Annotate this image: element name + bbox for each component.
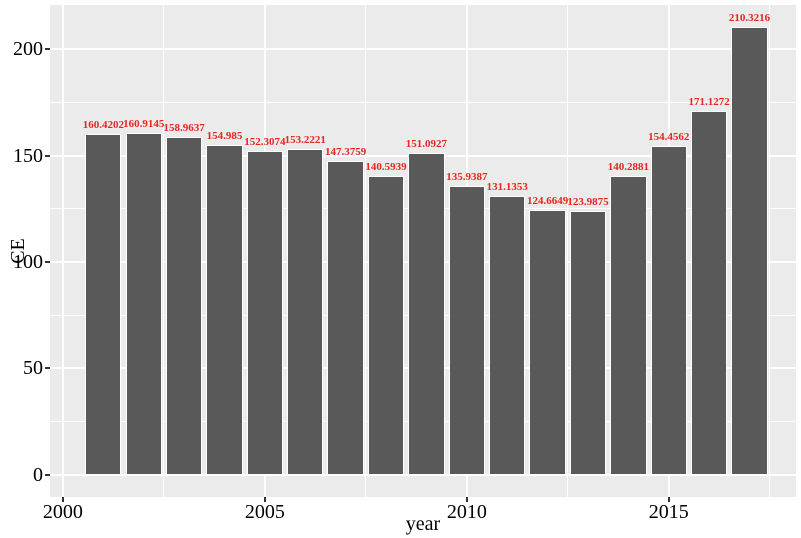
bar-value-label: 123.9875	[567, 196, 609, 209]
x-axis-tick-label: 2005	[244, 501, 285, 523]
y-axis-tick-mark	[45, 367, 50, 370]
bar-value-label: 160.9145	[123, 117, 165, 130]
bar-value-label: 154.985	[206, 130, 243, 143]
bar	[650, 146, 687, 475]
bar-value-label: 135.9387	[446, 170, 488, 183]
x-axis-tick-label: 2015	[648, 501, 689, 523]
bar-value-label: 210.3216	[728, 12, 771, 25]
y-axis-tick-label: 50	[23, 357, 43, 380]
bar	[125, 132, 162, 475]
bar-value-label: 171.1272	[688, 95, 730, 108]
grid-minor-y	[50, 102, 796, 104]
x-axis-tick-mark	[465, 497, 468, 502]
bar-value-label: 140.5939	[365, 160, 407, 173]
bar	[287, 148, 324, 475]
bar-value-label: 152.3074	[244, 135, 286, 148]
bar-value-label: 124.6649	[526, 194, 569, 207]
bar-value-label: 153.2221	[284, 133, 326, 146]
x-axis-tick-mark	[667, 497, 670, 502]
bar	[529, 209, 566, 475]
bar-value-label: 154.4562	[648, 131, 690, 144]
bar	[731, 27, 768, 475]
y-axis-tick-mark	[45, 48, 50, 51]
bar	[246, 150, 284, 475]
grid-minor-x	[365, 5, 367, 497]
y-axis-tick-label: 150	[13, 144, 43, 167]
grid-minor-x	[567, 5, 569, 497]
grid-minor-x	[769, 5, 771, 497]
x-axis-tick-label: 2010	[446, 501, 487, 523]
bar	[367, 175, 405, 475]
bar-value-label: 131.1353	[486, 180, 528, 193]
bar-value-label: 140.2881	[607, 161, 649, 174]
bar	[489, 195, 526, 475]
x-axis-tick-mark	[61, 497, 64, 502]
bar-value-label: 160.4202	[82, 118, 124, 131]
y-axis-tick-label: 200	[13, 38, 43, 61]
bar	[206, 145, 243, 475]
bar-value-label: 147.3759	[325, 146, 367, 159]
grid-major-x	[61, 5, 64, 497]
bar	[448, 185, 485, 475]
bar	[165, 136, 203, 475]
grid-major-y	[50, 48, 796, 51]
y-axis-tick-mark	[45, 261, 50, 264]
grid-minor-x	[163, 5, 165, 497]
bar	[327, 161, 364, 475]
x-axis-title: year	[405, 513, 441, 535]
bar	[85, 133, 122, 475]
y-axis-tick-mark	[45, 473, 50, 476]
x-axis-tick-label: 2000	[42, 501, 83, 523]
y-axis-tick-mark	[45, 154, 50, 157]
y-axis-tick-label: 100	[13, 251, 43, 274]
x-axis-tick-mark	[263, 497, 266, 502]
bar	[690, 110, 728, 475]
bar-value-label: 158.9637	[163, 121, 205, 134]
grid-major-y	[50, 473, 796, 476]
bar	[569, 211, 607, 475]
plot-panel: 160.4202 160.9145 158.9637 154.985 152.3074 1…	[50, 5, 796, 497]
bar	[610, 176, 647, 475]
y-axis-tick-label: 0	[33, 463, 43, 486]
bar	[408, 153, 445, 475]
bar-value-label: 151.0927	[405, 138, 448, 151]
